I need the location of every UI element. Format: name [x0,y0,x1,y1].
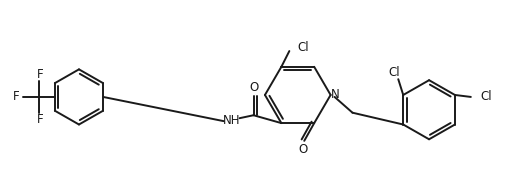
Text: Cl: Cl [481,90,492,103]
Text: O: O [249,81,258,94]
Text: Cl: Cl [297,41,309,54]
Text: O: O [299,143,308,156]
Text: F: F [13,90,19,103]
Text: NH: NH [223,114,240,127]
Text: N: N [331,88,340,101]
Text: Cl: Cl [388,66,400,79]
Text: F: F [37,68,43,81]
Text: F: F [37,113,43,126]
